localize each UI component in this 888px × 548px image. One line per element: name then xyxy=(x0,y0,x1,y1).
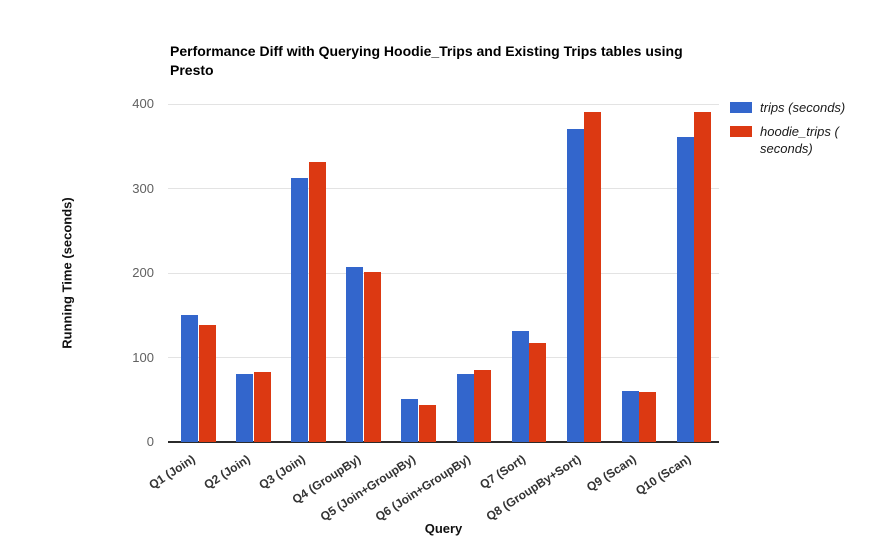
bar-hoodie_trips-q9[interactable] xyxy=(639,392,657,442)
bar-hoodie_trips-q10[interactable] xyxy=(694,111,712,442)
legend-item-trips[interactable]: trips (seconds) xyxy=(730,99,872,116)
legend-label: trips (seconds) xyxy=(760,100,846,115)
y-tick-label-0: 0 xyxy=(146,434,154,449)
bar-hoodie_trips-q8[interactable] xyxy=(584,112,602,442)
y-tick-label-400: 400 xyxy=(132,96,154,111)
legend-swatch-icon xyxy=(730,126,752,137)
bar-hoodie_trips-q6[interactable] xyxy=(474,370,491,442)
x-tick-label-q1: Q1 (Join) xyxy=(146,452,198,493)
gridline-100 xyxy=(168,357,719,358)
legend-item-hoodie_trips[interactable]: hoodie_trips ( seconds) xyxy=(730,123,872,157)
bar-trips-q1[interactable] xyxy=(181,315,198,442)
x-tick-label-q5: Q5 (Join+GroupBy) xyxy=(317,452,419,524)
bar-trips-q2[interactable] xyxy=(236,374,254,442)
gridline-300 xyxy=(168,188,719,189)
bar-hoodie_trips-q7[interactable] xyxy=(529,343,547,442)
x-tick-label-q6: Q6 (Join+GroupBy) xyxy=(372,452,474,524)
bar-trips-q5[interactable] xyxy=(401,398,419,442)
x-tick-label-q3: Q3 (Join) xyxy=(256,452,308,493)
bar-hoodie_trips-q4[interactable] xyxy=(363,272,381,442)
chart-title: Performance Diff with Querying Hoodie_Tr… xyxy=(170,43,683,78)
y-tick-label-100: 100 xyxy=(132,349,154,365)
y-axis-title: Running Time (seconds) xyxy=(59,197,75,349)
legend-swatch-icon xyxy=(730,102,752,113)
bar-hoodie_trips-q5[interactable] xyxy=(418,404,436,442)
bar-trips-q8[interactable] xyxy=(566,129,584,442)
bar-trips-q3[interactable] xyxy=(291,178,309,442)
chart-legend: trips (seconds) hoodie_trips ( seconds) xyxy=(730,99,872,157)
bar-trips-q10[interactable] xyxy=(676,137,694,442)
y-tick-label-300: 300 xyxy=(132,180,154,196)
bar-hoodie_trips-q2[interactable] xyxy=(253,371,271,442)
bar-trips-q4[interactable] xyxy=(346,267,364,442)
gridline-200 xyxy=(168,272,719,274)
x-tick-label-q8: Q8 (GroupBy+Sort) xyxy=(483,452,584,524)
bar-trips-q9[interactable] xyxy=(621,391,639,442)
x-tick-label-q9: Q9 (Scan) xyxy=(583,452,639,495)
x-axis-baseline xyxy=(168,441,719,443)
bar-hoodie_trips-q3[interactable] xyxy=(308,162,326,442)
x-axis-title: Query xyxy=(424,521,463,536)
bar-trips-q6[interactable] xyxy=(456,373,474,442)
gridline-400 xyxy=(168,103,719,105)
bar-hoodie_trips-q1[interactable] xyxy=(198,325,216,442)
x-tick-label-q7: Q7 (Sort) xyxy=(477,452,529,492)
x-tick-label-q2: Q2 (Join) xyxy=(201,452,253,493)
x-tick-label-q10: Q10 (Scan) xyxy=(633,452,694,498)
legend-label: hoodie_trips ( seconds) xyxy=(760,124,839,156)
bar-trips-q7[interactable] xyxy=(511,331,529,442)
plot-area xyxy=(168,103,719,443)
y-tick-label-200: 200 xyxy=(132,265,154,280)
